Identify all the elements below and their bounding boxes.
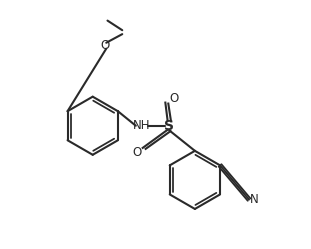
Text: NH: NH	[133, 119, 151, 132]
Text: O: O	[132, 146, 141, 159]
Text: N: N	[250, 193, 259, 206]
Text: O: O	[100, 39, 110, 52]
Text: O: O	[170, 92, 179, 105]
Text: S: S	[164, 119, 174, 133]
